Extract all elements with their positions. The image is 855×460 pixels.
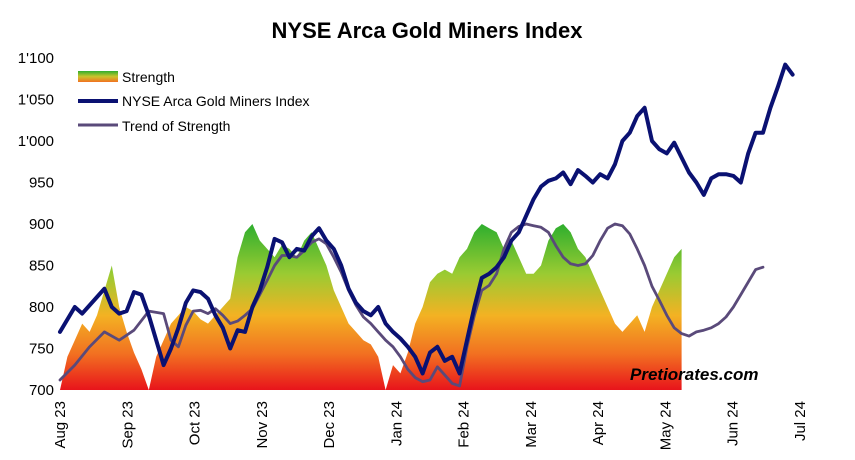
legend-label-index: NYSE Arca Gold Miners Index [122, 93, 310, 109]
strength-area [60, 224, 682, 390]
legend-swatch-strength [78, 71, 118, 82]
x-tick-label: Oct 23 [187, 401, 204, 445]
y-tick-label: 1'050 [18, 92, 54, 109]
x-tick-label: Feb 24 [456, 401, 473, 448]
x-tick-label: Mar 24 [523, 401, 540, 448]
x-tick-label: Sep 23 [119, 401, 136, 449]
chart-title: NYSE Arca Gold Miners Index [272, 18, 584, 43]
x-tick-label: Jan 24 [388, 401, 405, 446]
x-tick-label: Jul 24 [792, 401, 809, 441]
y-tick-label: 800 [29, 299, 54, 316]
y-tick-label: 900 [29, 216, 54, 233]
axes: 700 750 800 850 900 950 1'000 1'050 1'100 Aug 23 S… [18, 50, 809, 450]
y-tick-label: 1'000 [18, 133, 54, 150]
strength-area-path [60, 224, 682, 390]
x-tick-label: May 24 [657, 401, 674, 450]
x-tick-label: Apr 24 [590, 401, 607, 445]
legend-label-strength: Strength [122, 69, 175, 85]
x-tick-label: Jun 24 [725, 401, 742, 446]
trend-series-line [58, 222, 765, 388]
legend: Strength NYSE Arca Gold Miners Index Tre… [78, 69, 310, 134]
index-series-line [58, 62, 795, 376]
watermark: Pretiorates.com [630, 365, 759, 384]
x-tick-label: Nov 23 [254, 401, 271, 449]
x-tick-label: Dec 23 [321, 401, 338, 449]
y-tick-label: 700 [29, 382, 54, 399]
series-lines [58, 62, 795, 388]
x-tick-label: Aug 23 [52, 401, 69, 449]
y-tick-label: 750 [29, 341, 54, 358]
y-tick-label: 1'100 [18, 50, 54, 67]
legend-label-trend: Trend of Strength [122, 118, 230, 134]
y-tick-label: 950 [29, 175, 54, 192]
y-tick-label: 850 [29, 258, 54, 275]
